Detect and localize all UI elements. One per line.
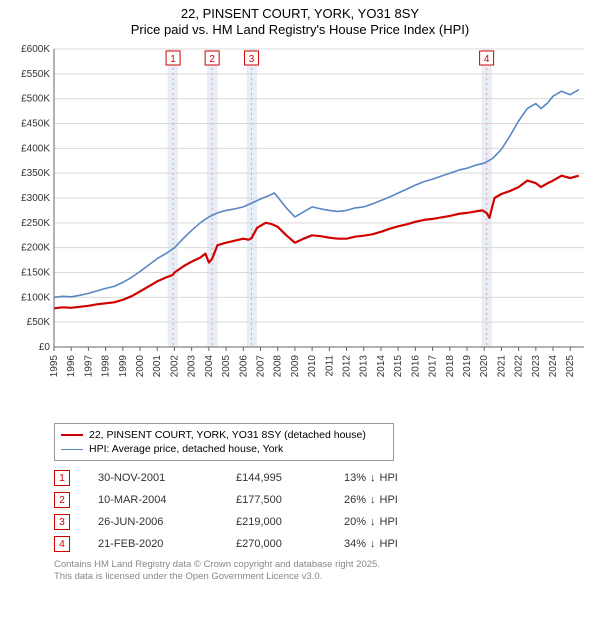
- svg-text:2010: 2010: [307, 355, 318, 378]
- event-row: 3 26-JUN-2006 £219,000 20% ↓ HPI: [54, 511, 592, 533]
- svg-text:2018: 2018: [445, 355, 456, 378]
- svg-text:£150K: £150K: [21, 268, 50, 279]
- event-delta: 20% ↓ HPI: [344, 516, 398, 528]
- event-date: 10-MAR-2004: [98, 494, 208, 506]
- legend-label-1: HPI: Average price, detached house, York: [89, 443, 283, 455]
- svg-text:£350K: £350K: [21, 168, 50, 179]
- event-delta: 34% ↓ HPI: [344, 538, 398, 550]
- svg-text:2007: 2007: [255, 355, 266, 378]
- svg-text:£600K: £600K: [21, 44, 50, 55]
- title-line-2: Price paid vs. HM Land Registry's House …: [8, 22, 592, 38]
- svg-text:£450K: £450K: [21, 119, 50, 130]
- svg-text:2025: 2025: [565, 355, 576, 378]
- svg-text:2006: 2006: [238, 355, 249, 378]
- event-delta: 26% ↓ HPI: [344, 494, 398, 506]
- down-arrow-icon: ↓: [370, 538, 376, 550]
- svg-text:2016: 2016: [410, 355, 421, 378]
- title-line-1: 22, PINSENT COURT, YORK, YO31 8SY: [8, 6, 592, 22]
- legend-row: HPI: Average price, detached house, York: [61, 442, 387, 456]
- legend-row: 22, PINSENT COURT, YORK, YO31 8SY (detac…: [61, 428, 387, 442]
- svg-text:£400K: £400K: [21, 144, 50, 155]
- event-price: £219,000: [236, 516, 316, 528]
- svg-text:1999: 1999: [118, 355, 129, 378]
- event-marker-box: 1: [54, 470, 70, 486]
- svg-text:2004: 2004: [204, 355, 215, 378]
- event-price: £144,995: [236, 472, 316, 484]
- svg-text:2008: 2008: [273, 355, 284, 378]
- line-chart-svg: £0 £50K £100K £150K £200K £250K £300K £350K £400…: [8, 41, 592, 417]
- event-marker-box: 3: [54, 514, 70, 530]
- legend: 22, PINSENT COURT, YORK, YO31 8SY (detac…: [54, 423, 394, 461]
- svg-text:3: 3: [249, 54, 255, 65]
- event-price: £177,500: [236, 494, 316, 506]
- license-text: Contains HM Land Registry data © Crown c…: [54, 559, 592, 583]
- svg-text:1996: 1996: [66, 355, 77, 378]
- svg-text:£50K: £50K: [27, 317, 51, 328]
- event-date: 26-JUN-2006: [98, 516, 208, 528]
- svg-text:1995: 1995: [49, 355, 60, 378]
- svg-text:2013: 2013: [359, 355, 370, 378]
- event-row: 1 30-NOV-2001 £144,995 13% ↓ HPI: [54, 467, 592, 489]
- svg-text:£100K: £100K: [21, 293, 50, 304]
- event-row: 2 10-MAR-2004 £177,500 26% ↓ HPI: [54, 489, 592, 511]
- chart: £0 £50K £100K £150K £200K £250K £300K £350K £400…: [8, 41, 592, 417]
- svg-text:2005: 2005: [221, 355, 232, 378]
- svg-text:£250K: £250K: [21, 218, 50, 229]
- svg-text:2024: 2024: [548, 355, 559, 378]
- legend-label-0: 22, PINSENT COURT, YORK, YO31 8SY (detac…: [89, 429, 366, 441]
- svg-text:2001: 2001: [152, 355, 163, 378]
- license-line-2: This data is licensed under the Open Gov…: [54, 571, 592, 583]
- event-row: 4 21-FEB-2020 £270,000 34% ↓ HPI: [54, 533, 592, 555]
- event-marker-box: 2: [54, 492, 70, 508]
- svg-text:2011: 2011: [324, 355, 335, 377]
- svg-text:2023: 2023: [531, 355, 542, 378]
- svg-text:1998: 1998: [101, 355, 112, 378]
- svg-text:2021: 2021: [496, 355, 507, 378]
- svg-text:£300K: £300K: [21, 193, 50, 204]
- down-arrow-icon: ↓: [370, 494, 376, 506]
- event-price: £270,000: [236, 538, 316, 550]
- event-date: 30-NOV-2001: [98, 472, 208, 484]
- svg-text:£200K: £200K: [21, 243, 50, 254]
- svg-text:1: 1: [170, 54, 176, 65]
- svg-text:2: 2: [209, 54, 215, 65]
- svg-text:2020: 2020: [479, 355, 490, 378]
- event-marker-box: 4: [54, 536, 70, 552]
- svg-text:2015: 2015: [393, 355, 404, 378]
- legend-swatch-0: [61, 434, 83, 436]
- svg-text:£550K: £550K: [21, 69, 50, 80]
- svg-text:£500K: £500K: [21, 94, 50, 105]
- svg-text:1997: 1997: [83, 355, 94, 378]
- down-arrow-icon: ↓: [370, 472, 376, 484]
- svg-text:2000: 2000: [135, 355, 146, 378]
- svg-text:2003: 2003: [187, 355, 198, 378]
- svg-text:£0: £0: [39, 342, 51, 353]
- events-table: 1 30-NOV-2001 £144,995 13% ↓ HPI 2 10-MAR-200…: [54, 467, 592, 555]
- event-date: 21-FEB-2020: [98, 538, 208, 550]
- svg-text:2022: 2022: [514, 355, 525, 378]
- chart-title-block: 22, PINSENT COURT, YORK, YO31 8SY Price …: [8, 6, 592, 37]
- legend-swatch-1: [61, 449, 83, 450]
- license-line-1: Contains HM Land Registry data © Crown c…: [54, 559, 592, 571]
- svg-text:2014: 2014: [376, 355, 387, 378]
- svg-text:2017: 2017: [428, 355, 439, 378]
- svg-text:2009: 2009: [290, 355, 301, 378]
- svg-text:2012: 2012: [342, 355, 353, 378]
- svg-text:4: 4: [484, 54, 490, 65]
- down-arrow-icon: ↓: [370, 516, 376, 528]
- svg-text:2019: 2019: [462, 355, 473, 378]
- svg-text:2002: 2002: [169, 355, 180, 378]
- event-delta: 13% ↓ HPI: [344, 472, 398, 484]
